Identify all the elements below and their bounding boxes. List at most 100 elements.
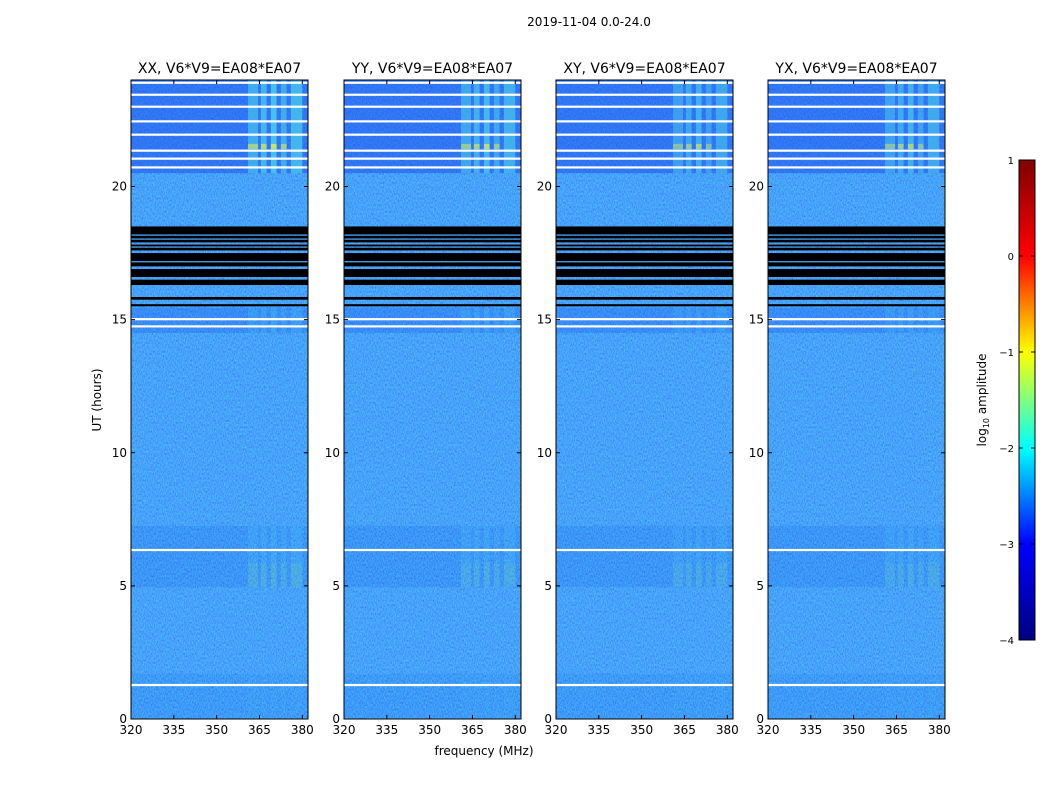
flagged-band <box>768 244 945 247</box>
gap-line <box>556 166 733 169</box>
colorbar-tick-label: 0 <box>1008 252 1014 263</box>
flagged-band <box>344 253 521 262</box>
rfi-channel <box>897 80 904 174</box>
flagged-band <box>556 296 733 300</box>
rfi-channel <box>503 525 516 588</box>
rfi-channel <box>897 525 904 588</box>
rfi-channel <box>461 80 472 174</box>
gap-line <box>131 157 308 160</box>
rfi-hotspot <box>280 563 287 588</box>
rfi-channel <box>270 525 277 588</box>
rfi-channel <box>280 80 287 174</box>
panel-frame <box>555 79 734 720</box>
rfi-channel <box>473 673 480 718</box>
x-tick-label: 320 <box>545 723 568 737</box>
rfi-channel <box>270 673 277 718</box>
flagged-band <box>556 262 733 267</box>
rfi-hotspot <box>260 143 267 149</box>
flagged-band <box>131 253 308 262</box>
gap-line <box>131 318 308 321</box>
flagged-band <box>768 262 945 267</box>
rfi-hotspot <box>885 143 896 149</box>
gap-line <box>344 149 521 152</box>
flagged-band <box>768 247 945 251</box>
rfi-hotspot <box>673 563 684 588</box>
y-tick-label: 15 <box>537 313 552 327</box>
gap-line <box>768 166 945 169</box>
rfi-channel <box>493 80 500 174</box>
rfi-hotspot <box>673 143 684 149</box>
rfi-channel <box>260 673 267 718</box>
x-tick-label: 365 <box>248 723 271 737</box>
flagged-band <box>344 247 521 251</box>
colorbar-tick-label: −1 <box>999 348 1014 359</box>
panel-1-plot <box>131 80 308 718</box>
rfi-channel <box>280 673 287 718</box>
rfi-channel <box>673 80 684 174</box>
gap-line <box>556 318 733 321</box>
rfi-hotspot <box>473 563 480 588</box>
rfi-channel <box>715 673 728 718</box>
rfi-hotspot <box>461 563 472 588</box>
gap-line <box>768 325 945 328</box>
gap-line <box>768 81 945 84</box>
rfi-channel <box>503 673 516 718</box>
colorbar: 1 0 −1 −2 −3 −4 log10 amplitude <box>975 156 1036 647</box>
flagged-band <box>344 262 521 267</box>
rfi-hotspot <box>685 143 692 149</box>
rfi-channel <box>260 525 267 588</box>
y-tick-label: 5 <box>756 579 764 593</box>
rfi-channel <box>473 80 480 174</box>
rfi-channel <box>685 80 692 174</box>
panel-2: YY, V6*V9=EA08*EA07 320 335 350 365 380 0 5 10 15… <box>325 61 527 737</box>
x-tick-label: 380 <box>291 723 314 737</box>
flagged-band <box>556 304 733 307</box>
data-block-noise-2 <box>131 525 308 588</box>
gap-line <box>768 133 945 136</box>
flagged-band <box>344 235 521 239</box>
data-block-noise-2 <box>768 525 945 588</box>
panel-4: YX, V6*V9=EA08*EA07 320 335 350 365 380 0 5 10 15… <box>749 61 951 737</box>
flagged-band <box>768 226 945 235</box>
rfi-channel <box>907 525 914 588</box>
rfi-channel <box>493 525 500 588</box>
x-tick-label: 335 <box>587 723 610 737</box>
gap-line <box>131 683 308 687</box>
flagged-band <box>556 244 733 247</box>
gap-line <box>344 93 521 96</box>
panel-title: XY, V6*V9=EA08*EA07 <box>563 61 725 77</box>
flagged-band <box>344 296 521 300</box>
rfi-channel <box>290 525 303 588</box>
rfi-hotspot <box>885 563 896 588</box>
panel-4-plot <box>768 80 945 718</box>
rfi-channel <box>503 80 516 174</box>
rfi-hotspot <box>493 143 500 149</box>
x-tick-label: 335 <box>375 723 398 737</box>
flagged-band <box>556 253 733 262</box>
x-tick-label: 350 <box>205 723 228 737</box>
gap-line <box>556 325 733 328</box>
gap-line <box>768 157 945 160</box>
flagged-band <box>344 239 521 243</box>
flagged-band <box>556 235 733 239</box>
x-tick-label: 365 <box>673 723 696 737</box>
rfi-channel <box>461 525 472 588</box>
rfi-channel <box>695 525 702 588</box>
rfi-hotspot <box>280 143 287 149</box>
x-tick-label: 335 <box>799 723 822 737</box>
flagged-band <box>556 269 733 278</box>
rfi-channel <box>907 80 914 174</box>
rfi-channel <box>685 525 692 588</box>
gap-line <box>131 325 308 328</box>
gap-line <box>556 93 733 96</box>
y-tick-label: 0 <box>119 712 127 726</box>
colorbar-tick-label: −3 <box>999 540 1014 551</box>
rfi-hotspot <box>685 563 692 588</box>
x-tick-label: 320 <box>120 723 143 737</box>
gap-line <box>768 105 945 108</box>
flagged-band <box>131 296 308 300</box>
rfi-channel <box>280 525 287 588</box>
rfi-channel <box>705 80 712 174</box>
gap-line <box>556 157 733 160</box>
